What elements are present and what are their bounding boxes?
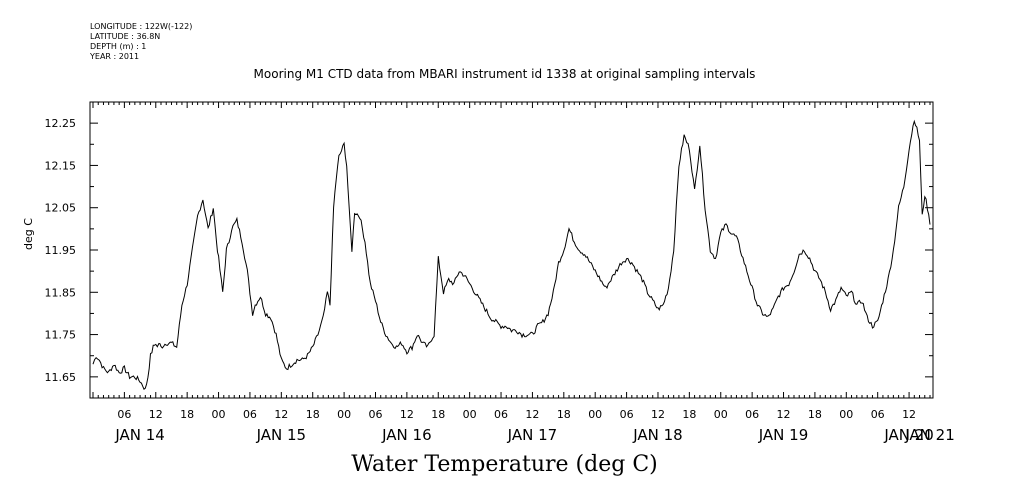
chart-title: Mooring M1 CTD data from MBARI instrumen… — [253, 67, 756, 81]
x-tick-label-hour: 18 — [557, 408, 571, 421]
latitude-label: LATITUDE : 36.8N — [90, 32, 161, 41]
x-tick-label-hour: 06 — [368, 408, 382, 421]
x-tick-label-hour: 06 — [117, 408, 131, 421]
x-tick-label-hour: 06 — [745, 408, 759, 421]
axis-ticks — [90, 101, 933, 399]
x-tick-label-hour: 12 — [525, 408, 539, 421]
y-tick-label: 11.85 — [45, 286, 77, 299]
x-axis-label: Water Temperature (deg C) — [351, 452, 658, 477]
year-label: YEAR : 2011 — [90, 52, 140, 61]
x-tick-label-hour: 12 — [651, 408, 665, 421]
station-metadata: LONGITUDE : 122W(-122) LATITUDE : 36.8N … — [90, 22, 192, 62]
y-tick-label: 11.65 — [45, 371, 77, 384]
x-tick-label-hour: 06 — [871, 408, 885, 421]
x-tick-label-hour: 06 — [243, 408, 257, 421]
x-tick-label-hour: 12 — [902, 408, 916, 421]
x-tick-label-hour: 12 — [149, 408, 163, 421]
x-tick-label-hour: 00 — [839, 408, 853, 421]
x-tick-label-hour: 00 — [714, 408, 728, 421]
x-tick-label-date: JAN 15 — [256, 426, 307, 444]
y-tick-label: 12.25 — [45, 117, 77, 130]
x-tick-label-hour: 06 — [494, 408, 508, 421]
axis-tick-labels: 11.65 11.75 11.85 11.95 12.05 12.15 12.25 06 12 1… — [45, 117, 955, 444]
x-tick-label-hour: 00 — [337, 408, 351, 421]
longitude-label: LONGITUDE : 122W(-122) — [90, 22, 193, 31]
x-tick-label-hour: 00 — [463, 408, 477, 421]
x-tick-label-hour: 12 — [777, 408, 791, 421]
x-tick-label-date: JAN 14 — [114, 426, 165, 444]
x-tick-label-hour: 18 — [180, 408, 194, 421]
y-tick-label: 12.15 — [45, 159, 77, 172]
x-tick-label-hour: 06 — [620, 408, 634, 421]
x-tick-label-date: JAN 17 — [507, 426, 558, 444]
depth-label: DEPTH (m) : 1 — [90, 42, 147, 51]
x-tick-label-hour: 12 — [274, 408, 288, 421]
x-tick-label-date: JAN 16 — [381, 426, 432, 444]
x-tick-label-date: JAN 20 — [883, 426, 934, 444]
x-tick-label-date: JAN 19 — [758, 426, 809, 444]
plot-frame — [89, 101, 934, 399]
y-tick-label: 11.95 — [45, 244, 77, 257]
x-tick-label-hour: 12 — [400, 408, 414, 421]
x-tick-label-hour: 18 — [431, 408, 445, 421]
x-tick-label-hour: 00 — [212, 408, 226, 421]
x-tick-label-hour: 18 — [306, 408, 320, 421]
series-line-water-temperature — [92, 119, 931, 390]
y-tick-label: 11.75 — [45, 329, 77, 342]
x-tick-label-date: JAN 21 — [904, 426, 955, 444]
x-tick-label-hour: 18 — [808, 408, 822, 421]
x-tick-label-hour: 18 — [682, 408, 696, 421]
x-tick-label-hour: 00 — [588, 408, 602, 421]
x-tick-label-date: JAN 18 — [632, 426, 683, 444]
y-tick-label: 12.05 — [45, 202, 77, 215]
